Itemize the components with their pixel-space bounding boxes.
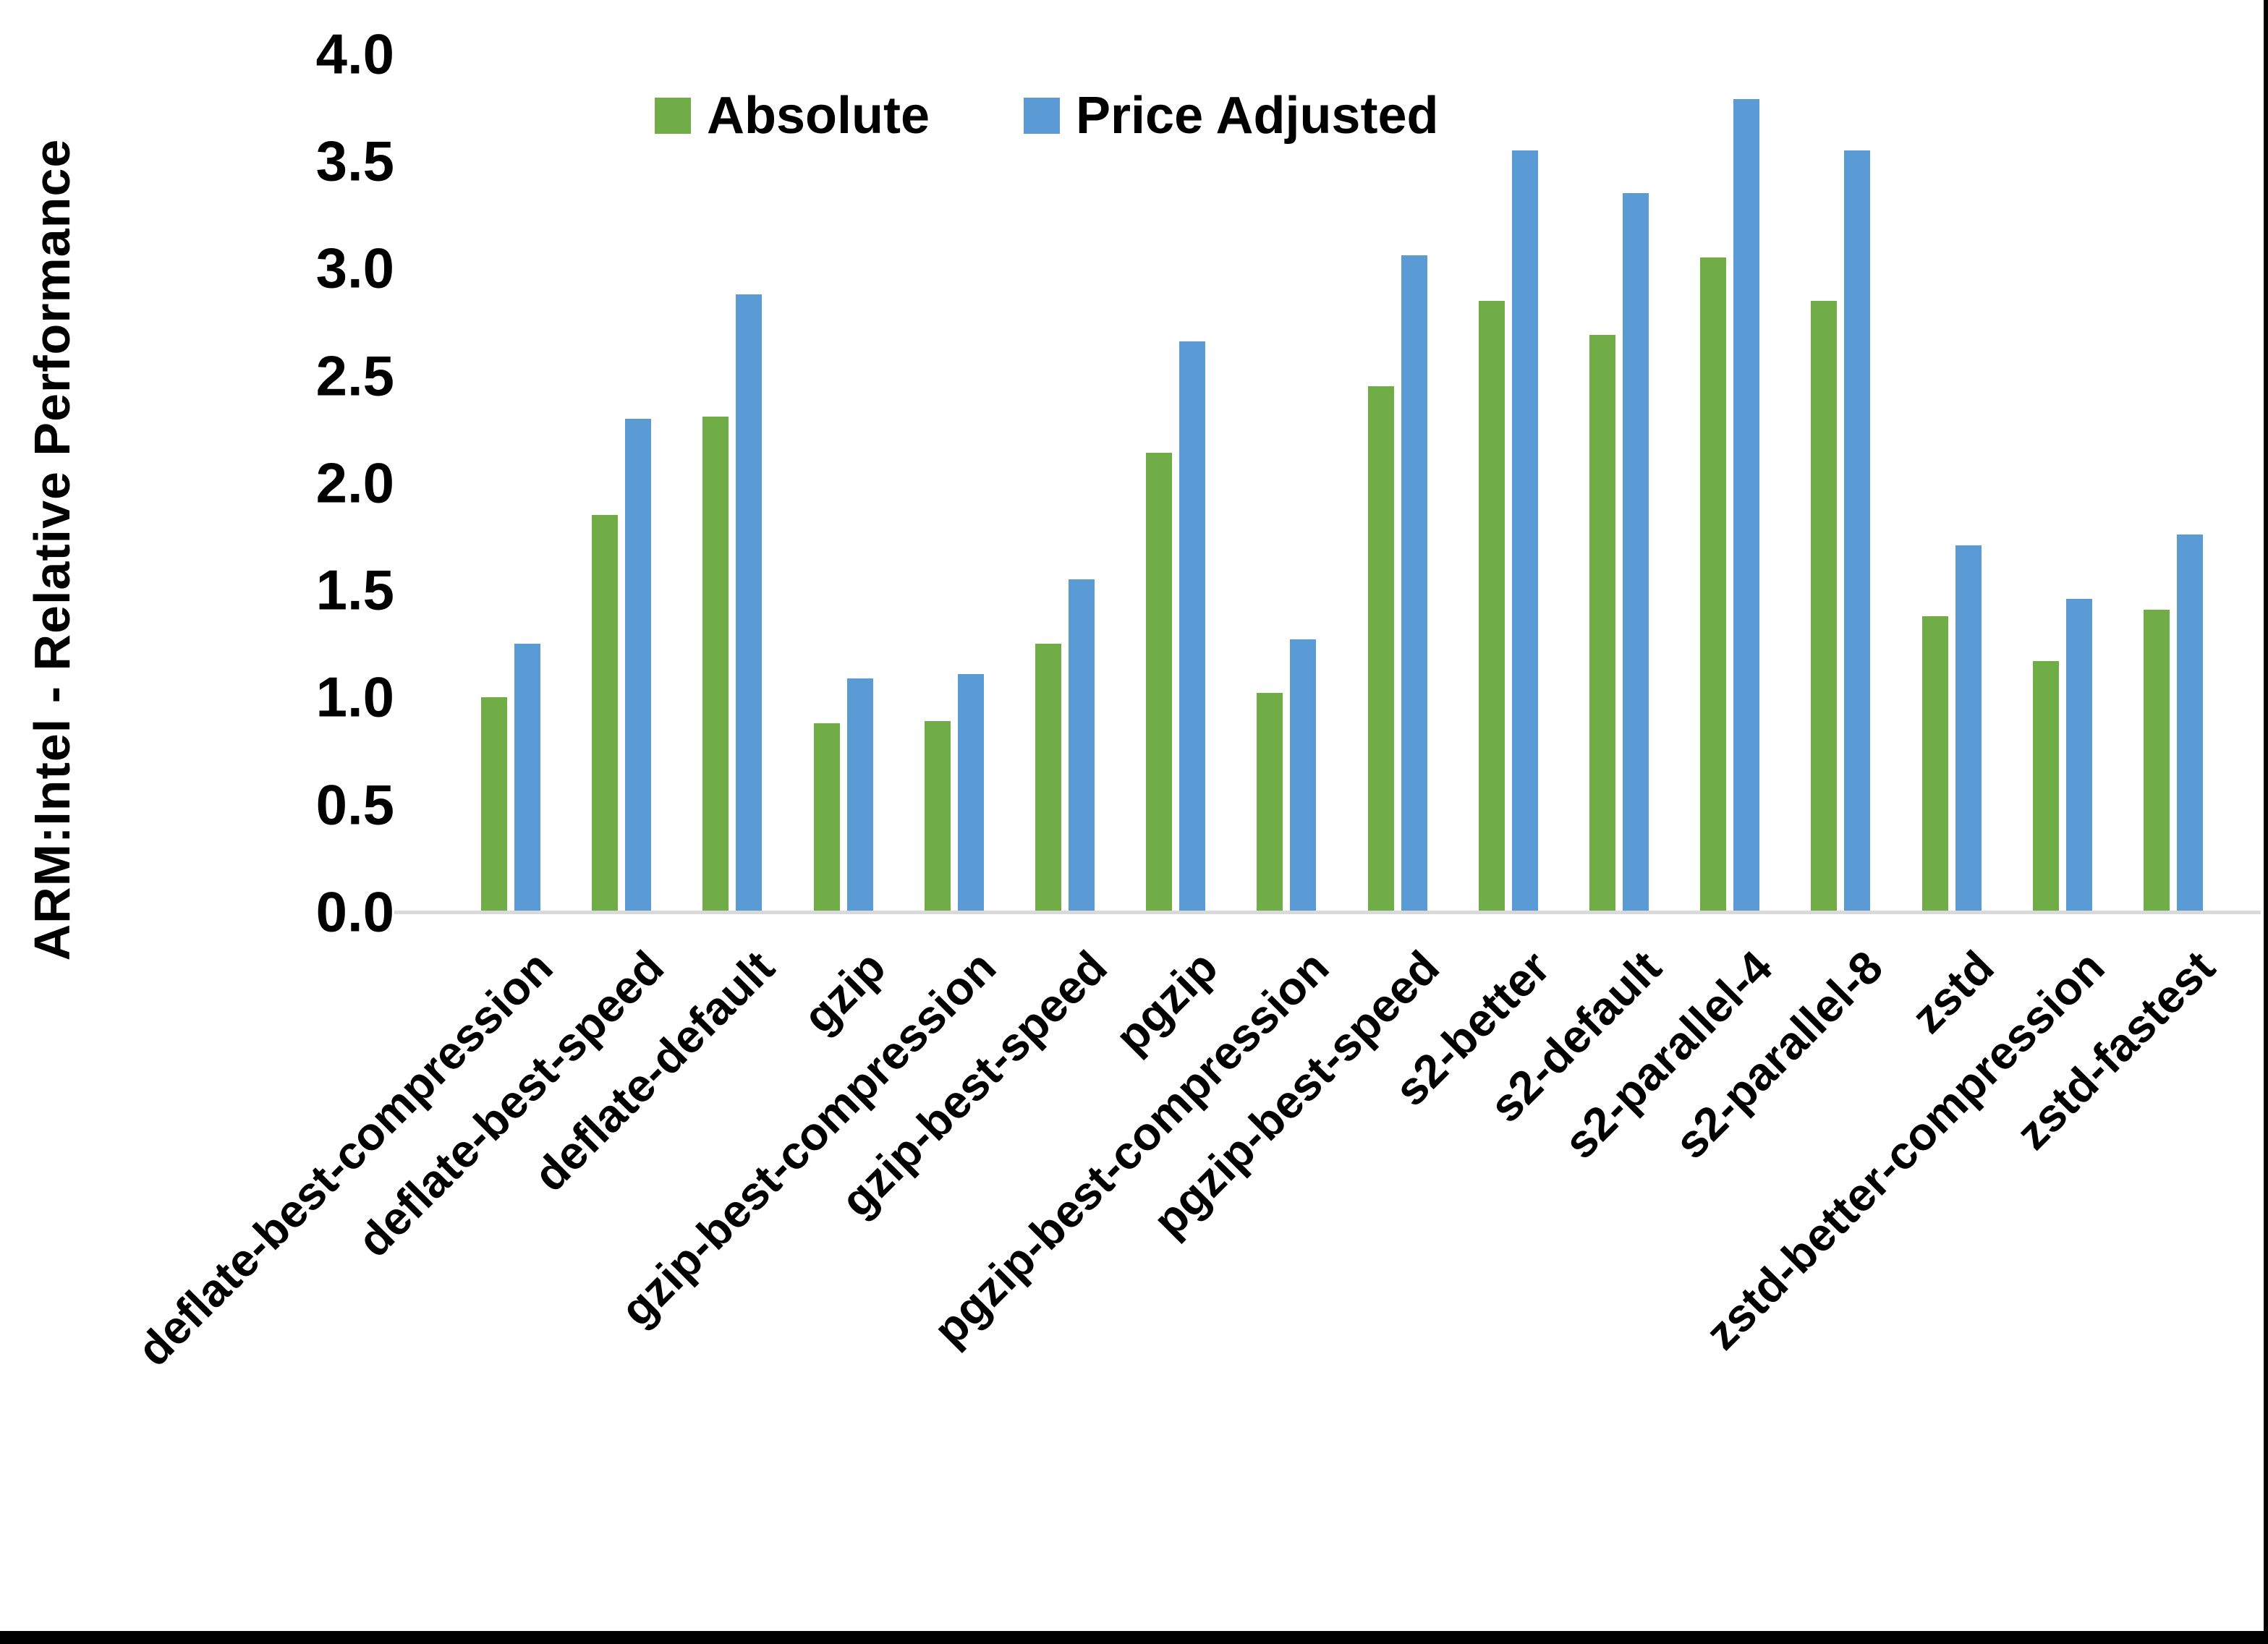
screenshot-bottom-border xyxy=(0,1631,2268,1644)
bar-absolute-pgzip-best-compression xyxy=(1257,693,1283,912)
bar-absolute-s2-default xyxy=(1589,335,1615,912)
bar-absolute-pgzip-best-speed xyxy=(1367,386,1394,912)
bar-price-adjusted-gzip-best-compression xyxy=(957,673,984,912)
bar-absolute-gzip-best-compression xyxy=(924,721,951,912)
bar-price-adjusted-s2-parallel-4 xyxy=(1733,98,1760,912)
y-tick-label: 3.5 xyxy=(315,129,394,193)
y-tick-label: 0.0 xyxy=(315,880,394,944)
bar-absolute-s2-parallel-8 xyxy=(1811,300,1838,912)
bar-absolute-s2-parallel-4 xyxy=(1700,257,1727,912)
bar-price-adjusted-s2-parallel-8 xyxy=(1844,150,1871,912)
x-axis-label-deflate-best-compression: deflate-best-compression xyxy=(127,940,563,1376)
screenshot-right-border xyxy=(2264,0,2268,1644)
bar-price-adjusted-zstd-fastest xyxy=(2177,534,2203,912)
y-axis-title: ARM:Intel - Relative Performance xyxy=(24,138,80,961)
y-tick-label: 2.0 xyxy=(315,451,394,515)
bar-price-adjusted-gzip-best-speed xyxy=(1069,579,1095,912)
bar-absolute-zstd-better-compression xyxy=(2032,660,2059,912)
y-tick-label: 1.0 xyxy=(315,665,394,729)
y-tick-label: 0.5 xyxy=(315,772,394,837)
legend-swatch-price-adjusted xyxy=(1024,98,1060,134)
bar-price-adjusted-zstd-better-compression xyxy=(2065,598,2092,912)
legend-item-absolute: Absolute xyxy=(655,87,930,145)
bar-price-adjusted-deflate-best-compression xyxy=(514,644,540,912)
bar-absolute-deflate-best-compression xyxy=(481,697,507,912)
legend-swatch-absolute xyxy=(655,98,691,134)
bar-price-adjusted-pgzip-best-speed xyxy=(1401,255,1427,912)
bar-absolute-zstd-fastest xyxy=(2144,609,2170,912)
y-tick-label: 3.0 xyxy=(315,236,394,300)
bar-price-adjusted-gzip xyxy=(846,678,873,912)
bar-absolute-gzip xyxy=(813,723,840,912)
bar-price-adjusted-pgzip xyxy=(1179,341,1206,912)
bar-price-adjusted-s2-better xyxy=(1511,150,1538,912)
y-tick-label: 2.5 xyxy=(315,344,394,407)
legend-label-absolute: Absolute xyxy=(707,87,930,145)
bar-absolute-s2-better xyxy=(1478,300,1505,912)
x-axis-line xyxy=(394,911,2261,914)
bar-absolute-gzip-best-speed xyxy=(1035,644,1061,912)
bar-price-adjusted-zstd xyxy=(1955,545,1982,912)
bar-absolute-zstd xyxy=(1921,616,1948,912)
bar-price-adjusted-deflate-best-speed xyxy=(625,418,652,912)
y-tick-label: 1.5 xyxy=(315,558,394,622)
y-tick-label: 4.0 xyxy=(315,22,394,86)
bar-price-adjusted-s2-default xyxy=(1623,193,1649,912)
legend-label-price-adjusted: Price Adjusted xyxy=(1076,87,1439,145)
bar-absolute-deflate-default xyxy=(702,416,729,912)
bar-price-adjusted-deflate-default xyxy=(736,294,763,912)
bar-price-adjusted-pgzip-best-compression xyxy=(1290,639,1317,912)
legend-item-price-adjusted: Price Adjusted xyxy=(1024,87,1439,145)
bar-absolute-pgzip xyxy=(1146,453,1173,912)
bar-absolute-deflate-best-speed xyxy=(592,515,619,912)
